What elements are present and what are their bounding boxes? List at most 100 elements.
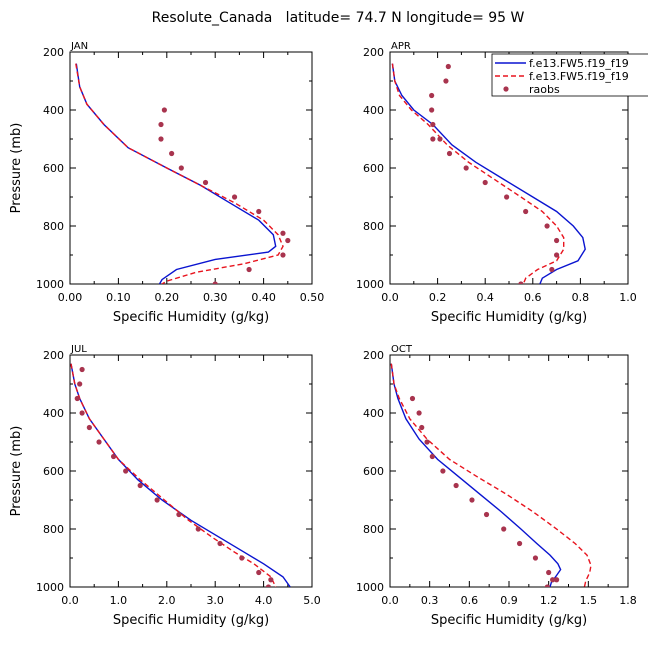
legend-label: f.e13.FW5.f19_f19 bbox=[529, 57, 629, 70]
raobs-point bbox=[554, 252, 560, 258]
x-tick-label: 0.4 bbox=[476, 291, 494, 304]
legend-marker-raobs bbox=[503, 86, 509, 92]
x-tick-label: 0.10 bbox=[106, 291, 131, 304]
y-tick-label: 800 bbox=[43, 220, 64, 233]
x-tick-label: 0.00 bbox=[58, 291, 83, 304]
x-axis-label: Specific Humidity (g/kg) bbox=[113, 310, 269, 325]
model-line-dashed bbox=[390, 363, 592, 587]
y-tick-label: 400 bbox=[363, 104, 384, 117]
x-axis-label: Specific Humidity (g/kg) bbox=[431, 310, 587, 325]
x-axis-label: Specific Humidity (g/kg) bbox=[113, 613, 269, 628]
raobs-point bbox=[265, 584, 272, 587]
series-group bbox=[70, 363, 291, 587]
raobs-point bbox=[231, 194, 238, 200]
raobs-point bbox=[74, 395, 80, 402]
panel-title: APR bbox=[391, 41, 411, 52]
y-tick-label: 1000 bbox=[356, 581, 384, 594]
raobs-point bbox=[546, 569, 552, 576]
panel-jul: 0.0 1.0 2.0 3.0 4.0 5.0 200 400 600 800 1000 JUL Spe… bbox=[9, 344, 321, 628]
model-line-solid bbox=[390, 363, 562, 587]
raobs-point bbox=[96, 439, 102, 445]
raobs-point bbox=[123, 468, 129, 474]
x-tick-label: 4.0 bbox=[255, 594, 273, 607]
x-tick-label: 0.3 bbox=[421, 594, 439, 607]
x-tick-label: 0.40 bbox=[251, 291, 276, 304]
raobs-point bbox=[280, 252, 286, 258]
raobs-point bbox=[202, 179, 209, 186]
x-tick-label: 2.0 bbox=[158, 594, 176, 607]
raobs-point bbox=[79, 410, 85, 416]
y-tick-label: 800 bbox=[363, 220, 384, 233]
y-tick-label: 600 bbox=[43, 162, 64, 175]
figure-title: Resolute_Canada latitude= 74.7 N longitu… bbox=[152, 10, 525, 26]
raobs-point bbox=[239, 555, 245, 561]
raobs-point bbox=[256, 208, 262, 215]
x-tick-label: 0.9 bbox=[500, 594, 518, 607]
raobs-point bbox=[516, 540, 523, 547]
raobs-point bbox=[246, 266, 252, 273]
raobs-point bbox=[550, 577, 556, 583]
raobs-point bbox=[532, 555, 539, 561]
panel-apr: 0.0 0.2 0.4 0.6 0.8 1.0 200 400 600 800 1000 APR Spe… bbox=[356, 41, 637, 325]
y-tick-label: 200 bbox=[43, 46, 64, 59]
panel-frame bbox=[389, 354, 629, 588]
y-tick-label: 400 bbox=[363, 407, 384, 420]
model-line-dashed bbox=[391, 63, 565, 284]
raobs-point bbox=[445, 63, 451, 70]
y-tick-label: 400 bbox=[43, 407, 64, 420]
panel-frame bbox=[69, 51, 313, 285]
legend-box bbox=[491, 53, 648, 97]
raobs-point bbox=[178, 165, 184, 171]
y-axis-label: Pressure (mb) bbox=[9, 426, 24, 517]
series-group bbox=[391, 63, 586, 284]
panel-title: OCT bbox=[391, 344, 413, 355]
raobs-point bbox=[504, 194, 510, 200]
series-group bbox=[75, 63, 291, 284]
raobs-point bbox=[429, 92, 435, 99]
panel-jan: 0.00 0.10 0.20 0.30 0.40 0.50 200 400 600 800 1000… bbox=[9, 41, 324, 325]
raobs-point bbox=[429, 107, 435, 113]
raobs-point bbox=[110, 453, 117, 460]
y-tick-label: 1000 bbox=[36, 581, 64, 594]
raobs-point bbox=[446, 150, 453, 157]
raobs-point bbox=[137, 482, 143, 489]
raobs-point bbox=[518, 281, 524, 284]
x-tick-label: 0.30 bbox=[203, 291, 228, 304]
raobs-point bbox=[554, 577, 560, 583]
raobs-point bbox=[443, 78, 449, 84]
raobs-point bbox=[549, 266, 555, 273]
y-tick-label: 1000 bbox=[36, 278, 64, 291]
raobs-point bbox=[268, 577, 274, 583]
y-tick-label: 400 bbox=[43, 104, 64, 117]
y-tick-label: 200 bbox=[43, 349, 64, 362]
x-tick-label: 1.5 bbox=[580, 594, 598, 607]
y-tick-label: 800 bbox=[43, 523, 64, 536]
model-line-solid bbox=[75, 63, 277, 284]
x-tick-label: 0.6 bbox=[524, 291, 542, 304]
y-tick-label: 600 bbox=[43, 465, 64, 478]
raobs-point bbox=[161, 107, 167, 113]
series-group bbox=[390, 363, 592, 587]
y-tick-label: 800 bbox=[363, 523, 384, 536]
raobs-point bbox=[409, 395, 416, 402]
raobs-point bbox=[86, 424, 92, 431]
raobs-point bbox=[430, 121, 436, 128]
panels: 0.00 0.10 0.20 0.30 0.40 0.50 200 400 600 800 1000… bbox=[9, 41, 637, 628]
raobs-point bbox=[256, 569, 262, 576]
panel-frame bbox=[69, 354, 313, 588]
raobs-point bbox=[554, 237, 560, 244]
raobs-point bbox=[416, 410, 422, 416]
y-tick-label: 600 bbox=[363, 465, 384, 478]
raobs-point bbox=[453, 482, 459, 489]
panel-title: JAN bbox=[70, 41, 88, 52]
raobs-point bbox=[154, 497, 160, 503]
model-line-solid bbox=[391, 63, 586, 284]
raobs-point bbox=[469, 497, 475, 503]
y-tick-label: 200 bbox=[363, 46, 384, 59]
raobs-point bbox=[158, 136, 164, 142]
panel-oct: 0.0 0.3 0.6 0.9 1.2 1.5 1.8 200 400 600 800 1000 OCT… bbox=[356, 344, 637, 628]
y-tick-label: 600 bbox=[363, 162, 384, 175]
raobs-point bbox=[501, 526, 507, 532]
raobs-point bbox=[169, 150, 175, 157]
